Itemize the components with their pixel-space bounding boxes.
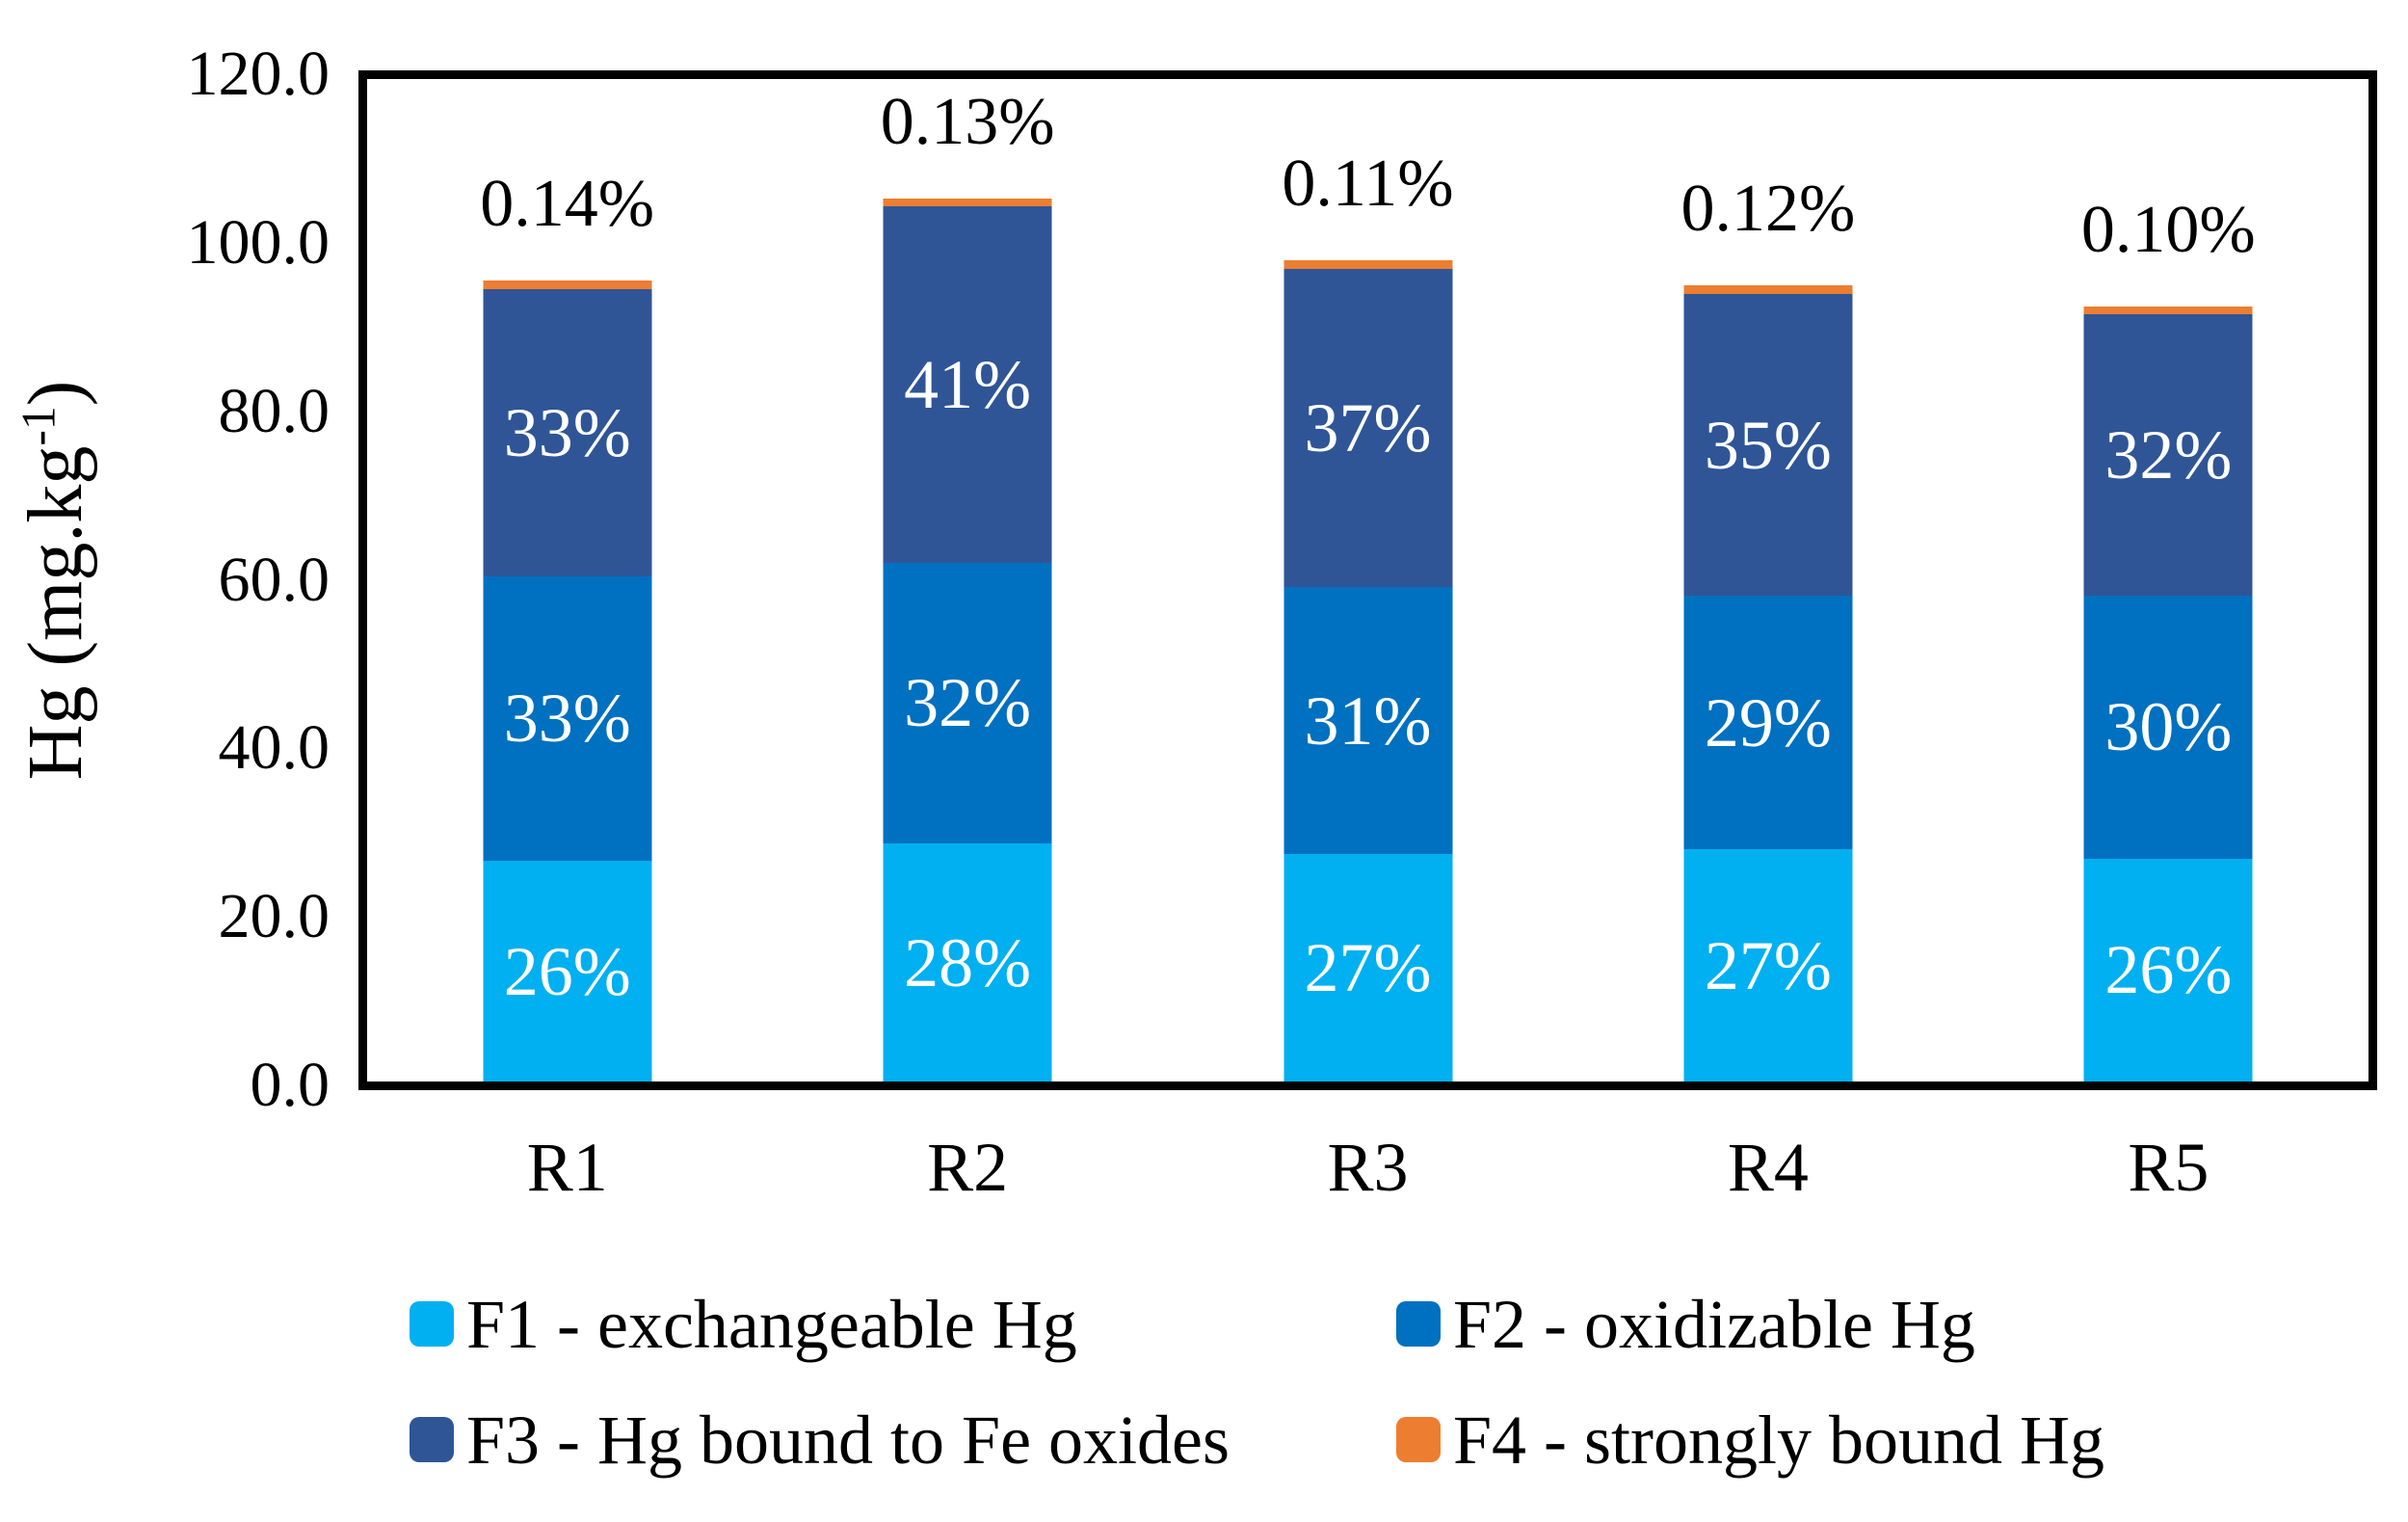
legend-label-F4: F4 - strongly bound Hg bbox=[1453, 1401, 2105, 1479]
bar-slot-R4: 0.12% 27% 29% 35% bbox=[1568, 79, 1968, 1081]
segment-R5-F3: 32% bbox=[2083, 313, 2253, 596]
segment-R4-F2: 29% bbox=[1683, 596, 1853, 850]
x-tick-label-R5: R5 bbox=[2128, 1129, 2210, 1206]
legend-item-F1: F1 - exchangeable Hg bbox=[410, 1290, 1077, 1359]
above-bar-label-R2: 0.13% bbox=[880, 84, 1055, 159]
above-bar-label-R1: 0.14% bbox=[480, 166, 655, 241]
segment-R1-F1: 26% bbox=[483, 861, 652, 1081]
plot-inner: 0.14% 26% 33% 33% 0.13% 28% 32% 41% 0.11% 27% 31% 3… bbox=[367, 79, 2368, 1081]
segment-R5-F1: 26% bbox=[2083, 858, 2253, 1081]
y-tick-label-120.0: 120.0 bbox=[186, 39, 331, 109]
segment-percent-label-R1-F2: 33% bbox=[503, 680, 631, 758]
stacked-bar-R3: 27% 31% 37% bbox=[1283, 260, 1453, 1081]
segment-R1-F3: 33% bbox=[483, 288, 652, 576]
y-tick-label-100.0: 100.0 bbox=[186, 206, 331, 278]
legend-label-F3: F3 - Hg bound to Fe oxides bbox=[466, 1401, 1230, 1479]
y-tick-label-0.0: 0.0 bbox=[250, 1050, 331, 1120]
legend-swatch-F3 bbox=[410, 1417, 454, 1462]
segment-R3-F2: 31% bbox=[1283, 586, 1453, 855]
segment-R1-F4 bbox=[483, 280, 652, 289]
above-bar-label-R5: 0.10% bbox=[2080, 192, 2256, 267]
y-tick-label-20.0: 20.0 bbox=[218, 881, 331, 952]
legend-item-F2: F2 - oxidizable Hg bbox=[1396, 1290, 1975, 1359]
y-axis-title-end: ) bbox=[13, 380, 98, 407]
segment-R4-F3: 35% bbox=[1683, 293, 1853, 597]
segment-R4-F1: 27% bbox=[1683, 849, 1853, 1081]
bar-slot-R1: 0.14% 26% 33% 33% bbox=[367, 79, 767, 1081]
legend-label-F1: F1 - exchangeable Hg bbox=[466, 1285, 1077, 1363]
y-tick-label-80.0: 80.0 bbox=[218, 375, 331, 446]
segment-R3-F3: 37% bbox=[1283, 268, 1453, 587]
above-bar-label-R3: 0.11% bbox=[1282, 147, 1454, 222]
segment-R3-F1: 27% bbox=[1283, 854, 1453, 1081]
segment-R3-F4 bbox=[1283, 260, 1453, 269]
legend-label-F2: F2 - oxidizable Hg bbox=[1453, 1285, 1975, 1363]
segment-percent-label-R3-F2: 31% bbox=[1304, 681, 1432, 760]
x-tick-label-R2: R2 bbox=[927, 1129, 1009, 1206]
stacked-bar-R4: 27% 29% 35% bbox=[1683, 285, 1853, 1081]
segment-percent-label-R2-F2: 32% bbox=[904, 664, 1032, 742]
segment-R1-F2: 33% bbox=[483, 575, 652, 862]
segment-percent-label-R3-F3: 37% bbox=[1304, 388, 1432, 467]
y-axis-title-main: Hg (mg.kg bbox=[13, 445, 98, 781]
above-bar-label-R4: 0.12% bbox=[1680, 172, 1856, 247]
legend-item-F3: F3 - Hg bound to Fe oxides bbox=[410, 1405, 1230, 1475]
y-axis-title-superscript: -1 bbox=[12, 406, 66, 446]
bar-slot-R5: 0.10% 26% 30% 32% bbox=[1969, 79, 2368, 1081]
x-tick-label-R4: R4 bbox=[1727, 1129, 1809, 1206]
segment-R4-F4 bbox=[1683, 285, 1853, 294]
legend-item-F4: F4 - strongly bound Hg bbox=[1396, 1405, 2104, 1475]
segment-percent-label-R5-F2: 30% bbox=[2104, 688, 2233, 766]
plot-area: 0.14% 26% 33% 33% 0.13% 28% 32% 41% 0.11% 27% 31% 3… bbox=[358, 70, 2377, 1090]
segment-R5-F2: 30% bbox=[2083, 595, 2253, 859]
stacked-bar-R1: 26% 33% 33% bbox=[483, 280, 652, 1081]
y-tick-label-60.0: 60.0 bbox=[218, 544, 331, 615]
x-tick-label-R3: R3 bbox=[1327, 1129, 1409, 1206]
segment-percent-label-R4-F3: 35% bbox=[1704, 406, 1832, 484]
stacked-bar-R5: 26% 30% 32% bbox=[2083, 306, 2253, 1081]
segment-percent-label-R2-F1: 28% bbox=[904, 923, 1032, 1001]
segment-percent-label-R5-F3: 32% bbox=[2104, 415, 2233, 494]
legend-swatch-F4 bbox=[1396, 1417, 1441, 1462]
bar-slot-R3: 0.11% 27% 31% 37% bbox=[1168, 79, 1568, 1081]
legend-swatch-F2 bbox=[1396, 1301, 1441, 1347]
segment-R5-F4 bbox=[2083, 306, 2253, 314]
x-tick-label-R1: R1 bbox=[526, 1129, 608, 1206]
segment-percent-label-R1-F3: 33% bbox=[503, 393, 631, 471]
segment-R2-F4 bbox=[883, 198, 1052, 206]
segment-R2-F1: 28% bbox=[883, 843, 1052, 1081]
segment-percent-label-R4-F1: 27% bbox=[1704, 926, 1832, 1004]
segment-percent-label-R1-F1: 26% bbox=[503, 932, 631, 1010]
stacked-bar-R2: 28% 32% 41% bbox=[883, 198, 1052, 1081]
y-axis-title: Hg (mg.kg-1) bbox=[12, 381, 98, 781]
segment-percent-label-R2-F3: 41% bbox=[904, 345, 1032, 423]
legend-swatch-F1 bbox=[410, 1301, 454, 1347]
segment-percent-label-R4-F2: 29% bbox=[1704, 683, 1832, 761]
segment-R2-F3: 41% bbox=[883, 205, 1052, 563]
segment-R2-F2: 32% bbox=[883, 562, 1052, 843]
y-tick-label-40.0: 40.0 bbox=[218, 712, 331, 784]
segment-percent-label-R5-F1: 26% bbox=[2104, 931, 2233, 1009]
segment-percent-label-R3-F1: 27% bbox=[1304, 929, 1432, 1007]
x-axis-tick-labels: R1 R2 R3 R4 R5 bbox=[367, 1133, 2368, 1202]
bar-slot-R2: 0.13% 28% 32% 41% bbox=[767, 79, 1167, 1081]
